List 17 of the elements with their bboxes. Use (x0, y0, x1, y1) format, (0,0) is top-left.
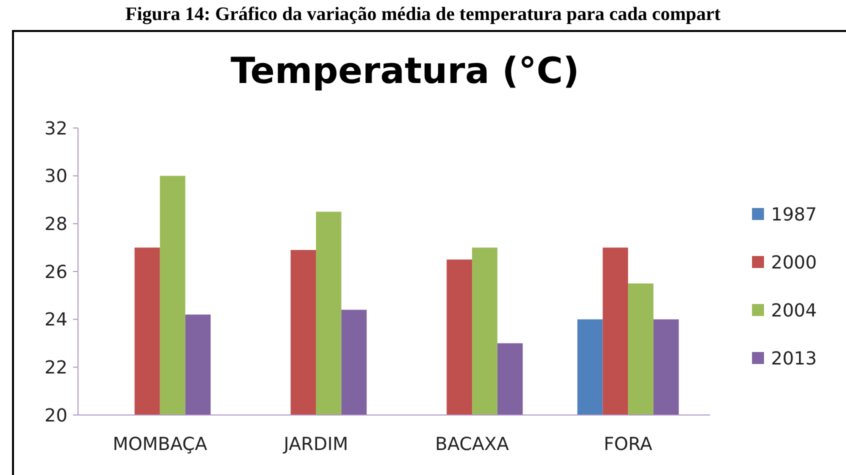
x-tick-label: JARDIM (282, 434, 348, 455)
chart-title: Temperatura (°C) (230, 51, 580, 92)
x-tick-label: FORA (604, 434, 654, 455)
y-tick-label: 28 (44, 214, 68, 235)
x-tick-label: BACAXA (435, 434, 510, 455)
y-tick-label: 30 (44, 166, 68, 188)
legend-label: 2004 (771, 300, 817, 322)
y-tick-label: 32 (44, 118, 68, 140)
y-tick-label: 24 (44, 310, 68, 331)
y-tick-label: 20 (44, 405, 68, 426)
legend-label: 2013 (771, 348, 817, 370)
text: Figura 14: Gráfico da variação média de temperatura para cada compart (125, 4, 722, 25)
x-tick-label: MOMBAÇA (112, 434, 208, 455)
y-tick-label: 26 (44, 262, 68, 283)
legend-label: 1987 (771, 204, 817, 226)
legend-label: 2000 (771, 252, 817, 274)
y-tick-label: 22 (44, 357, 68, 378)
